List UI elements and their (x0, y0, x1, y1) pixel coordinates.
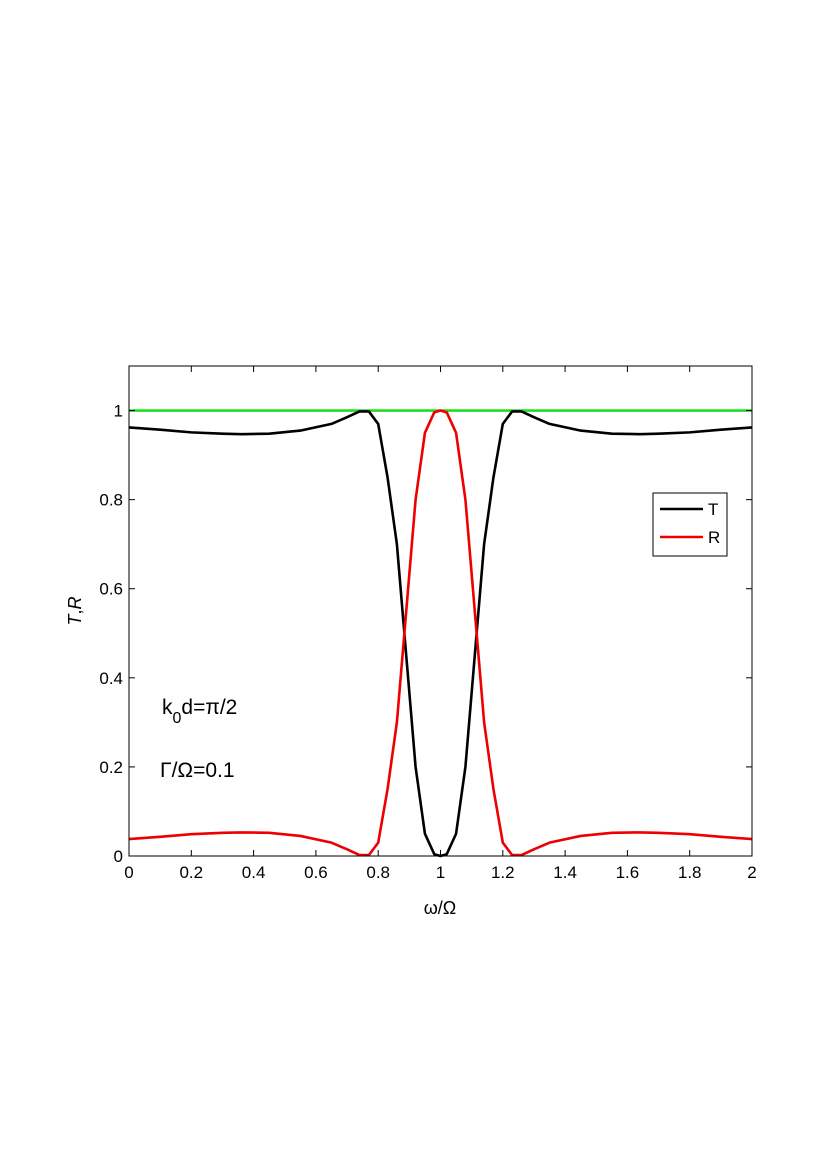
legend: T R (652, 492, 728, 557)
x-tick-label: 2 (747, 863, 756, 882)
series-line-r (128, 409, 753, 857)
y-tick-label: 1 (114, 402, 123, 421)
y-axis: 0 0.2 0.4 0.6 0.8 1 (99, 402, 752, 866)
x-tick-label: 1.8 (678, 863, 702, 882)
x-tick-label: 0.2 (179, 863, 203, 882)
annotation-k-rest: d=π/2 (181, 696, 237, 719)
x-tick-label: 0 (124, 863, 133, 882)
x-tick-label: 1.4 (553, 863, 577, 882)
legend-box (652, 492, 728, 557)
annotation-k0d: k0d=π/2 (162, 696, 237, 727)
y-tick-label: 0.4 (99, 669, 123, 688)
x-tick-label: 0.8 (366, 863, 390, 882)
y-axis-label-r: R (65, 596, 85, 609)
annotation-gamma: Γ/Ω=0.1 (160, 759, 235, 782)
y-axis-label: T,R (65, 596, 85, 625)
x-axis: 0 0.2 0.4 0.6 0.8 1 1.2 1.4 1.6 1.8 2 (124, 366, 757, 882)
legend-label-r: R (708, 528, 720, 547)
x-axis-label: ω/Ω (424, 898, 457, 918)
legend-label-t: T (708, 500, 718, 519)
y-tick-label: 0.2 (99, 758, 123, 777)
x-tick-label: 0.6 (304, 863, 328, 882)
y-tick-label: 0.8 (99, 491, 123, 510)
x-tick-label: 1.6 (616, 863, 640, 882)
y-tick-label: 0 (114, 847, 123, 866)
plot-area (129, 366, 752, 856)
annotation-k-sub: 0 (173, 710, 182, 727)
y-tick-label: 0.6 (99, 580, 123, 599)
annotation-k-base: k (162, 696, 173, 719)
x-tick-label: 0.4 (242, 863, 266, 882)
y-axis-label-t: T (65, 613, 85, 626)
y-axis-label-sep: , (65, 609, 85, 614)
x-tick-label: 1 (436, 863, 445, 882)
x-tick-label: 1.2 (491, 863, 515, 882)
